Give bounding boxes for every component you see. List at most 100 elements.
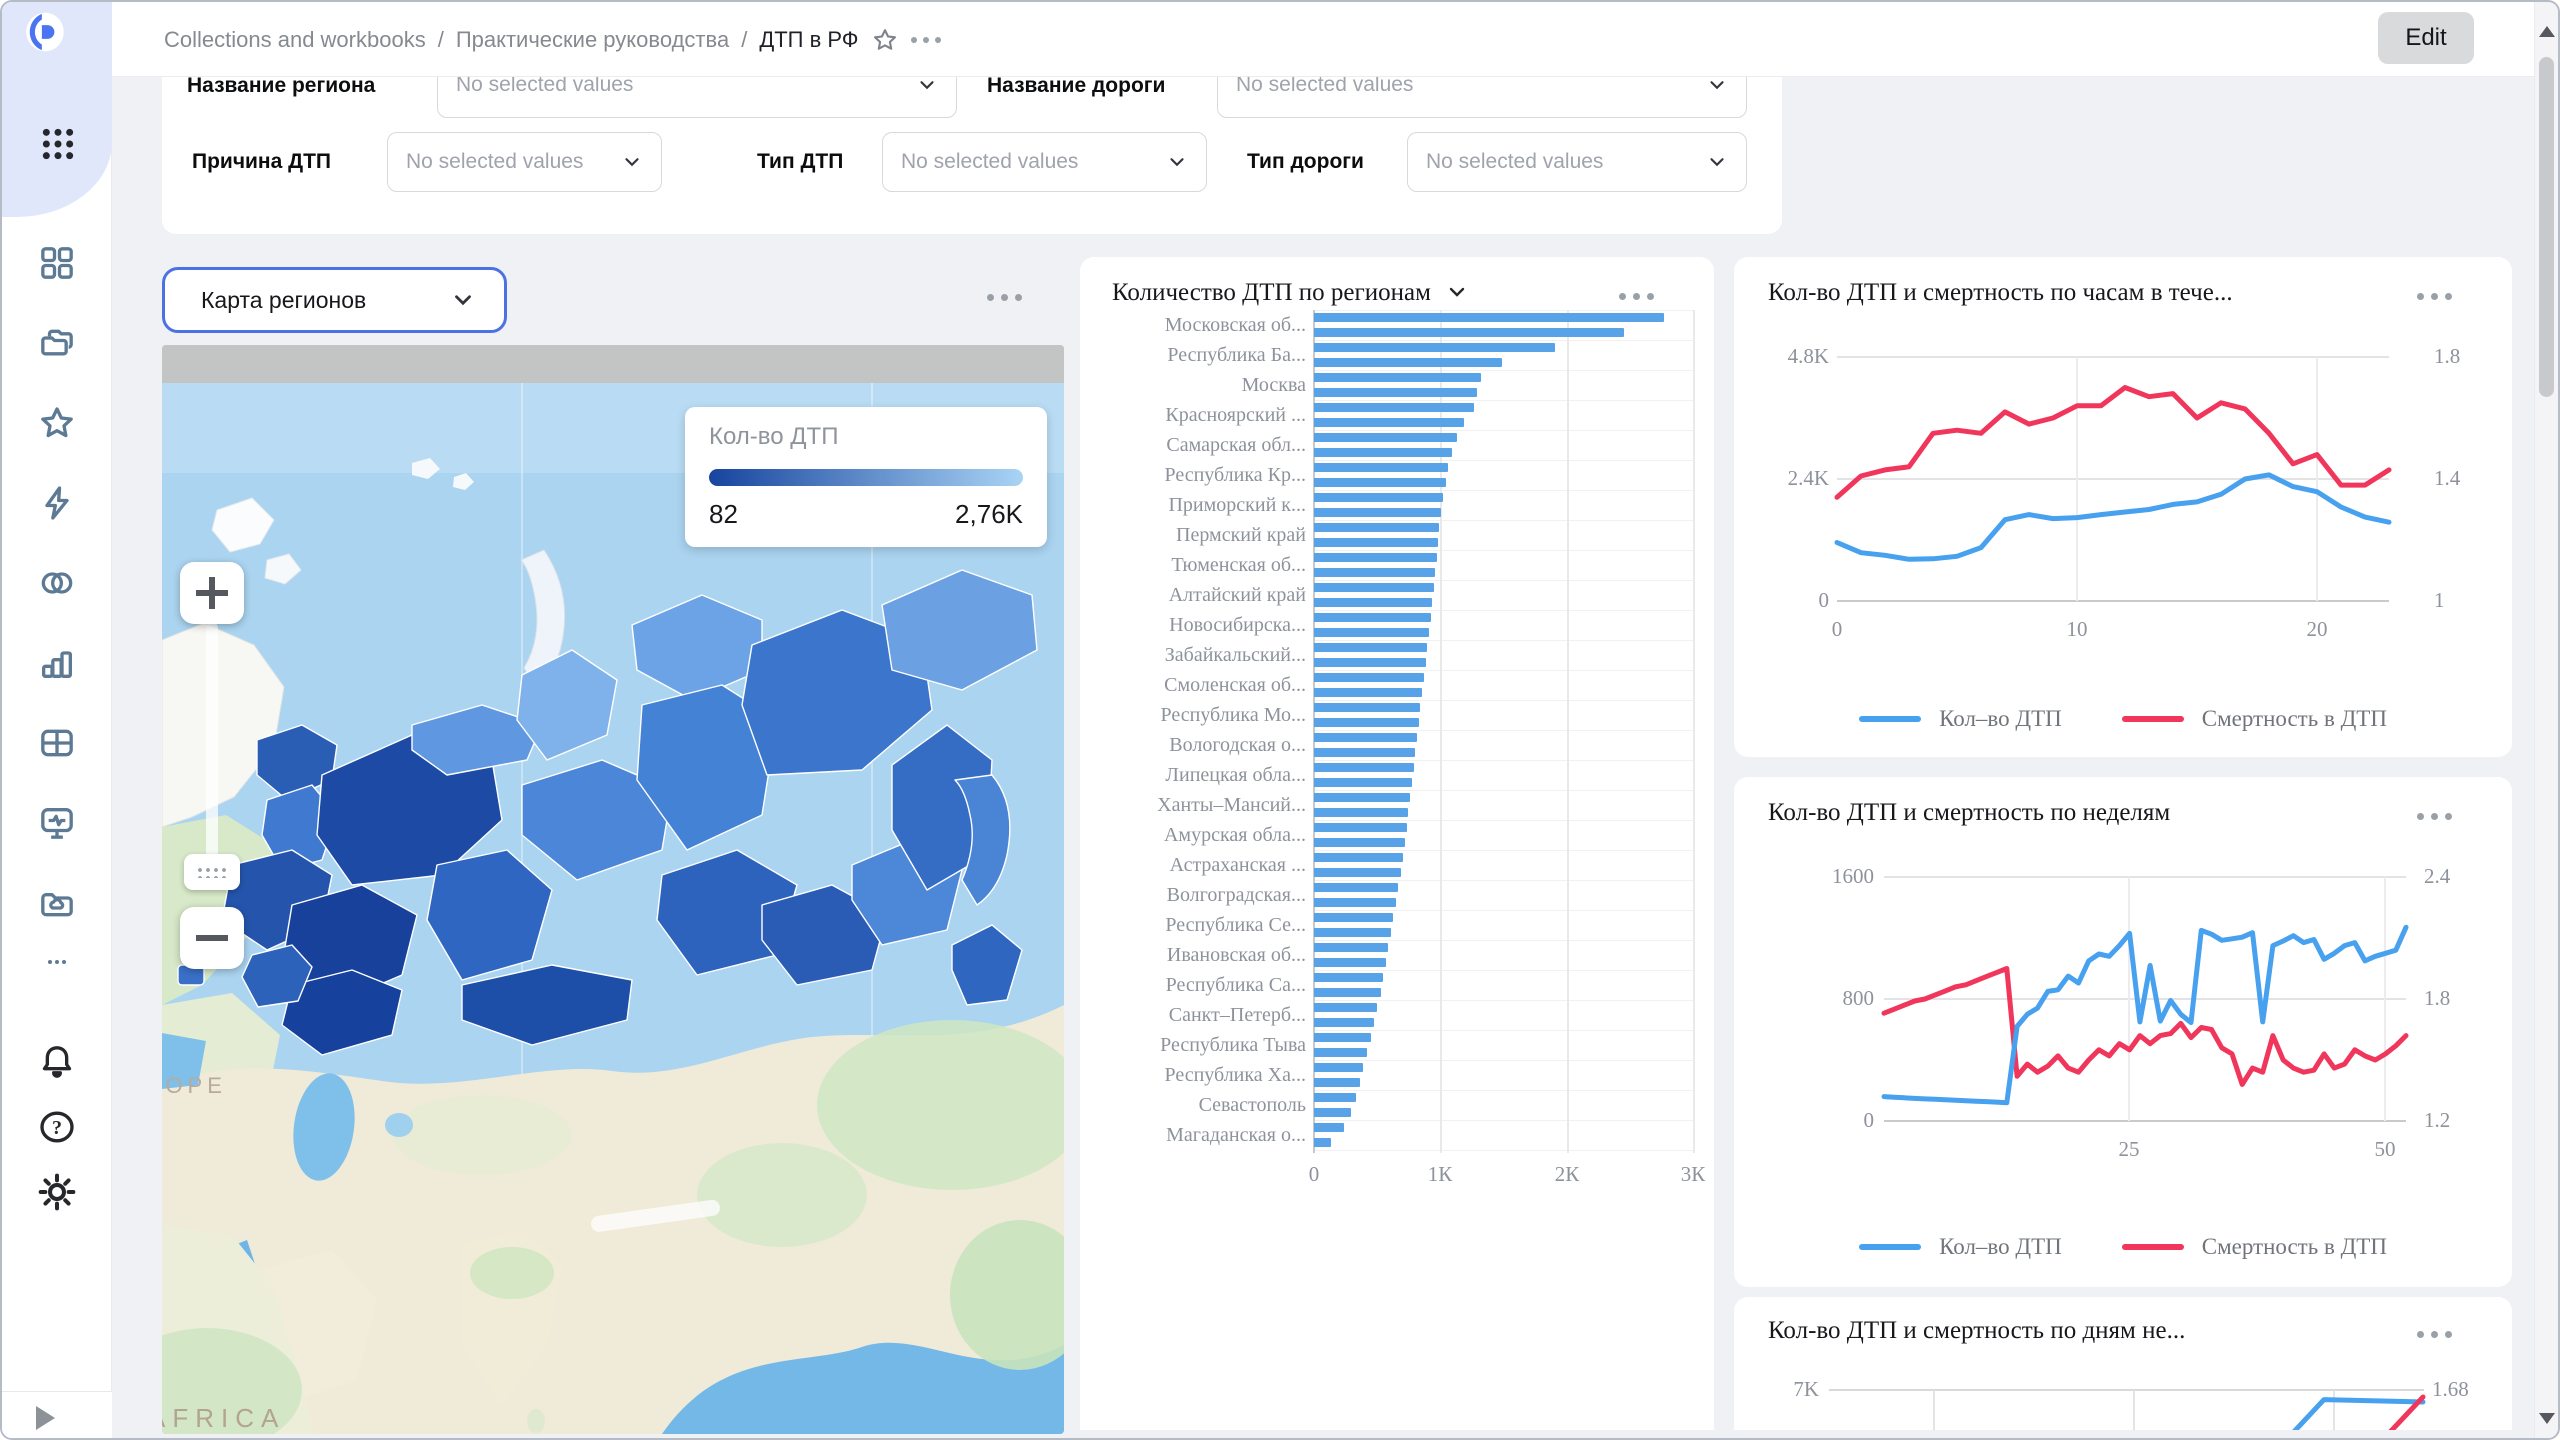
sidebar-item-connections[interactable]: [37, 483, 77, 523]
region-bar[interactable]: [1314, 358, 1502, 367]
sidebar-item-charts[interactable]: [37, 643, 77, 683]
region-bar[interactable]: [1314, 1018, 1375, 1027]
legend-item-accidents[interactable]: Кол–во ДТП: [1859, 706, 2062, 732]
breadcrumb-folder[interactable]: Практические руководства: [455, 26, 730, 52]
sidebar-item-storage[interactable]: [37, 883, 77, 923]
edit-button[interactable]: Edit: [2378, 12, 2474, 64]
map-tab-selector[interactable]: Карта регионов: [162, 267, 507, 333]
region-bar[interactable]: [1314, 643, 1428, 652]
accidents-line[interactable]: [1881, 924, 2409, 1106]
region-bar[interactable]: [1314, 658, 1426, 667]
region-bar[interactable]: [1314, 493, 1444, 502]
favorite-star-icon[interactable]: [871, 26, 899, 54]
weekdays-chart-plot[interactable]: [1734, 1297, 2512, 1430]
region-bar[interactable]: [1314, 568, 1435, 577]
weeks-chart-menu-icon[interactable]: [2417, 813, 2452, 820]
expand-sidebar-icon[interactable]: [36, 1406, 55, 1430]
region-bar[interactable]: [1314, 793, 1411, 802]
region-bar[interactable]: [1314, 583, 1434, 592]
region-bar[interactable]: [1314, 883, 1399, 892]
weeks-chart-plot[interactable]: [1734, 777, 2512, 1287]
region-bar[interactable]: [1314, 868, 1401, 877]
scroll-up-icon[interactable]: [2539, 26, 2555, 37]
region-bar[interactable]: [1314, 418, 1464, 427]
sidebar-item-more-icon[interactable]: [37, 950, 77, 974]
sidebar-item-dashboards[interactable]: [37, 243, 77, 283]
filter-select-accident-type[interactable]: No selected values: [882, 132, 1207, 192]
region-bar[interactable]: [1314, 403, 1474, 412]
region-bar[interactable]: [1314, 373, 1482, 382]
apps-grid-icon[interactable]: [38, 124, 76, 162]
mortality-line[interactable]: [1881, 966, 2409, 1087]
help-icon[interactable]: ?: [37, 1107, 77, 1147]
region-bar[interactable]: [1314, 838, 1405, 847]
sidebar-item-monitoring[interactable]: [37, 803, 77, 843]
region-bar[interactable]: [1314, 1093, 1356, 1102]
datalens-logo[interactable]: [25, 12, 89, 76]
region-bar[interactable]: [1314, 808, 1409, 817]
hours-chart-plot[interactable]: [1734, 257, 2512, 757]
region-bar[interactable]: [1314, 538, 1439, 547]
scrollbar-thumb[interactable]: [2539, 57, 2554, 397]
region-bar[interactable]: [1314, 733, 1418, 742]
region-bar[interactable]: [1314, 448, 1453, 457]
region-bar[interactable]: [1314, 928, 1391, 937]
region-bar[interactable]: [1314, 433, 1458, 442]
map-zoom-slider[interactable]: [206, 622, 218, 872]
region-bar[interactable]: [1314, 523, 1440, 532]
accidents-line[interactable]: [1834, 472, 2392, 562]
breadcrumb-more-icon[interactable]: [910, 36, 941, 43]
region-bar[interactable]: [1314, 1048, 1368, 1057]
legend-item-mortality[interactable]: Смертность в ДТП: [2121, 1234, 2387, 1260]
regions-chart-title-text[interactable]: Количество ДТП по регионам: [1112, 279, 1431, 306]
region-bar[interactable]: [1314, 943, 1389, 952]
region-bar[interactable]: [1314, 718, 1419, 727]
region-bar[interactable]: [1314, 823, 1407, 832]
region-bar[interactable]: [1314, 1123, 1345, 1132]
sidebar-item-datasets[interactable]: [37, 563, 77, 603]
legend-item-accidents[interactable]: Кол–во ДТП: [1859, 1234, 2062, 1260]
legend-item-mortality[interactable]: Смертность в ДТП: [2121, 706, 2387, 732]
map-zoom-out-button[interactable]: [180, 907, 244, 969]
region-bar[interactable]: [1314, 478, 1446, 487]
regions-chart-menu-icon[interactable]: [1619, 293, 1654, 300]
region-bar[interactable]: [1314, 598, 1433, 607]
region-bar[interactable]: [1314, 748, 1416, 757]
map-widget-menu-icon[interactable]: [987, 294, 1022, 301]
region-bar[interactable]: [1314, 1063, 1364, 1072]
region-bar[interactable]: [1314, 328, 1625, 337]
region-bar[interactable]: [1314, 958, 1386, 967]
region-bar[interactable]: [1314, 1138, 1331, 1147]
mortality-line[interactable]: [1834, 385, 2392, 500]
region-bar[interactable]: [1314, 988, 1381, 997]
region-bar[interactable]: [1314, 508, 1441, 517]
region-bar[interactable]: [1314, 703, 1421, 712]
region-bar[interactable]: [1314, 973, 1383, 982]
map-zoom-handle[interactable]: [184, 854, 240, 890]
regions-chart-plot[interactable]: Московская об... Республика Ба... Москва Кр…: [1080, 257, 1714, 1217]
region-bar[interactable]: [1314, 553, 1437, 562]
region-bar[interactable]: [1314, 343, 1555, 352]
region-bar[interactable]: [1314, 388, 1478, 397]
map-zoom-in-button[interactable]: [180, 562, 244, 624]
breadcrumb-collections[interactable]: Collections and workbooks: [164, 26, 426, 52]
sidebar-item-collections[interactable]: [37, 323, 77, 363]
filter-select-road-type[interactable]: No selected values: [1407, 132, 1747, 192]
region-bar[interactable]: [1314, 1033, 1371, 1042]
region-map[interactable]: AFRICA EUROPE: [162, 345, 1064, 1434]
region-bar[interactable]: [1314, 313, 1664, 322]
notifications-bell-icon[interactable]: [37, 1042, 77, 1082]
region-bar[interactable]: [1314, 913, 1394, 922]
region-bar[interactable]: [1314, 613, 1432, 622]
region-bar[interactable]: [1314, 898, 1396, 907]
weekdays-chart-menu-icon[interactable]: [2417, 1331, 2452, 1338]
region-bar[interactable]: [1314, 1078, 1360, 1087]
scroll-down-icon[interactable]: [2539, 1413, 2555, 1424]
region-bar[interactable]: [1314, 1003, 1378, 1012]
region-bar[interactable]: [1314, 763, 1415, 772]
region-bar[interactable]: [1314, 673, 1424, 682]
settings-gear-icon[interactable]: [37, 1172, 77, 1212]
accidents-line[interactable]: [1829, 1397, 2426, 1430]
hours-chart-menu-icon[interactable]: [2417, 293, 2452, 300]
region-bar[interactable]: [1314, 778, 1413, 787]
